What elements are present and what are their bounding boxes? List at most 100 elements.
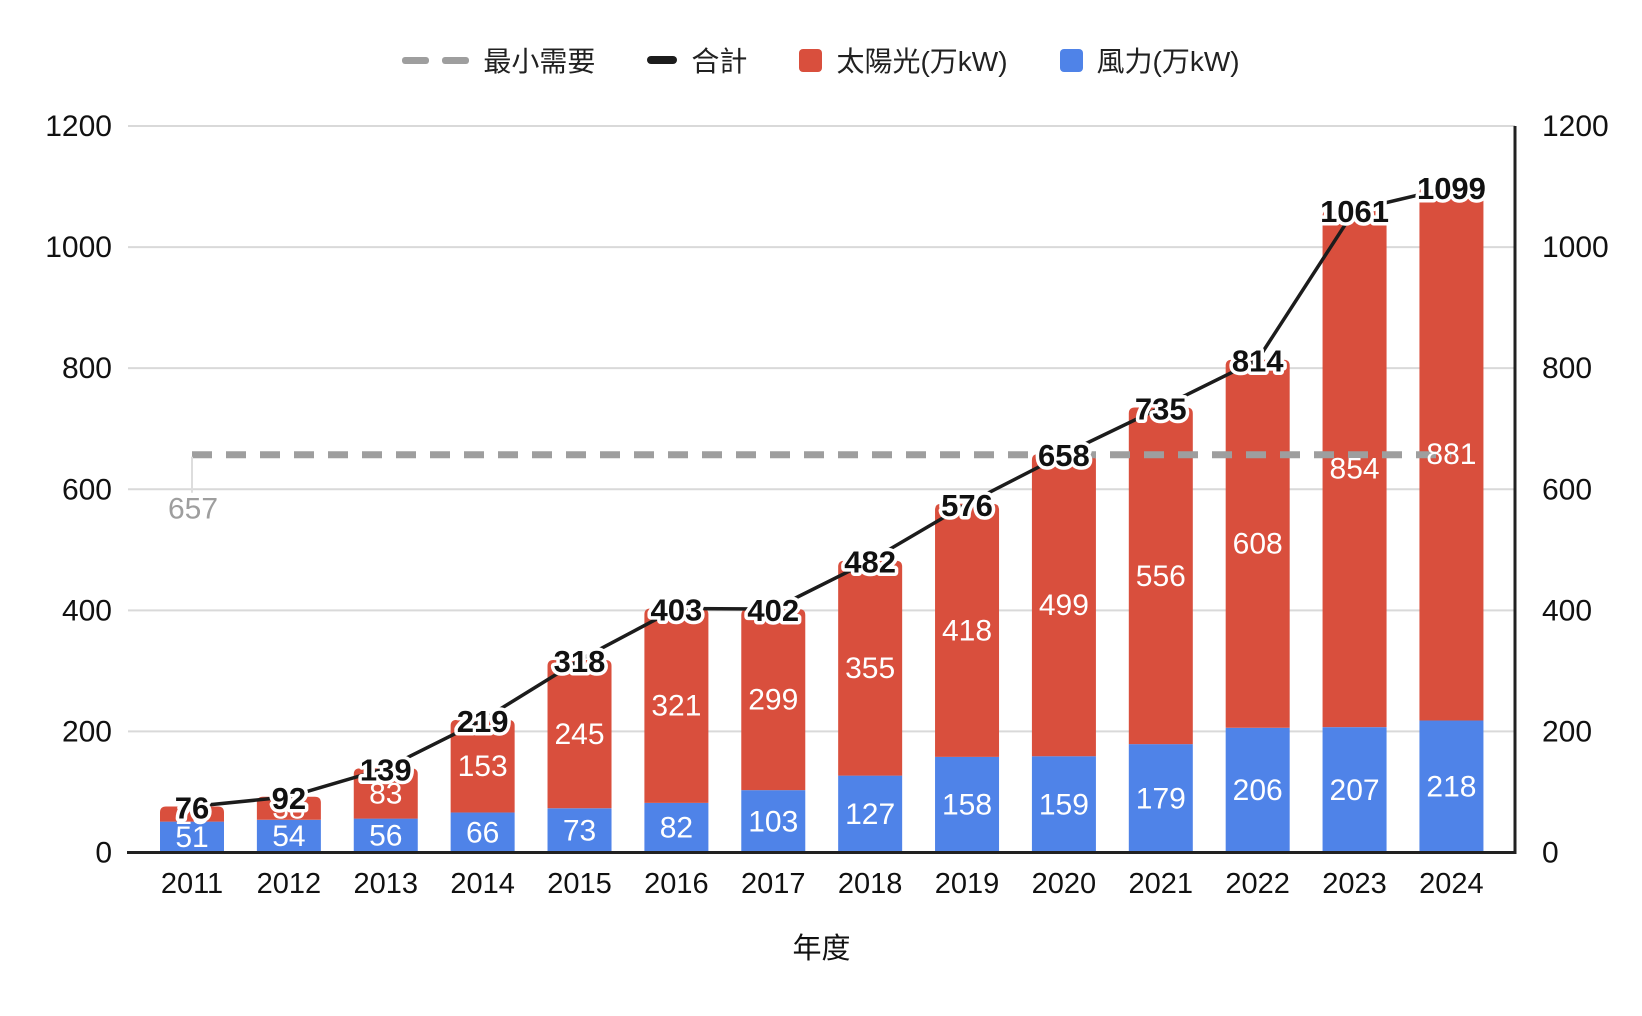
solar-swatch-icon [799,48,823,72]
bar-solar-2012 [256,796,321,820]
total-value-label: 219 [457,704,509,739]
total-value-label: 658 [1038,438,1090,473]
solar-value-label: 245 [554,718,604,751]
bar-wind-2024 [1419,720,1484,853]
wind-value-label: 103 [748,805,798,838]
total-value-label: 76 [175,790,209,825]
legend-label-min-demand: 最小需要 [483,46,596,77]
dashed-line-swatch-icon [402,56,470,64]
wind-value-label: 127 [845,798,895,831]
bar-wind-2016 [644,802,709,853]
right-axis-tick-label: 800 [1542,352,1592,385]
solar-value-label: 854 [1330,453,1380,486]
wind-value-label: 218 [1426,771,1476,804]
total-value-label: 576 [941,488,993,523]
bar-wind-2012 [256,819,321,853]
line-swatch-icon [647,56,678,64]
bar-solar-2021 [1128,407,1193,745]
right-axis-tick-label: 400 [1542,594,1592,627]
wind-value-label: 206 [1233,774,1283,807]
wind-value-label: 82 [660,812,693,845]
bar-wind-2018 [838,775,903,853]
x-tick-label: 2020 [1032,868,1097,900]
x-tick-label: 2014 [450,868,515,900]
left-axis-tick-label: 0 [95,837,112,870]
total-value-label: 139 [360,752,412,787]
left-axis-tick-label: 400 [62,594,112,627]
bar-solar-2013 [353,768,418,819]
chart-legend: 最小需要 合計 太陽光(万kW) 風力(万kW) [0,36,1642,84]
wind-value-label: 51 [175,821,208,854]
solar-value-label: 355 [845,652,895,685]
x-tick-label: 2021 [1129,868,1194,900]
legend-item-wind: 風力(万kW) [1059,40,1240,80]
solar-value-label: 499 [1039,589,1089,622]
solar-value-label: 418 [942,614,992,647]
bar-wind-2019 [935,756,1000,853]
legend-label-wind: 風力(万kW) [1096,46,1240,77]
bar-solar-2015 [547,659,612,809]
x-tick-label: 2019 [935,868,1000,900]
x-tick-label: 2011 [161,868,223,900]
wind-value-label: 158 [942,789,992,822]
bar-wind-2011 [160,821,224,853]
bar-solar-2019 [935,503,1000,757]
total-value-label: 482 [844,545,896,580]
bar-solar-2023 [1322,210,1387,728]
solar-value-label: 83 [369,777,402,810]
total-value-label: 735 [1135,392,1187,427]
total-line [190,185,1454,809]
x-axis-title: 年度 [792,932,850,965]
x-tick-label: 2016 [644,868,709,900]
solar-value-label: 38 [272,792,305,825]
wind-value-label: 66 [466,817,499,850]
x-tick-label: 2023 [1322,868,1387,900]
left-axis-tick-label: 800 [62,352,112,385]
left-axis-tick-label: 1000 [45,231,112,264]
bar-solar-2022 [1225,359,1290,728]
right-axis-tick-label: 200 [1542,715,1592,748]
total-value-label: 1061 [1320,194,1389,229]
x-tick-label: 2017 [741,868,806,900]
total-value-label: 403 [651,593,703,628]
bar-solar-2020 [1031,454,1096,757]
right-axis-tick-label: 0 [1542,837,1559,870]
wind-value-label: 179 [1136,782,1186,815]
left-axis-tick-label: 600 [62,473,112,506]
right-axis-tick-label: 1200 [1542,110,1609,143]
bar-solar-2016 [644,608,709,803]
x-tick-label: 2022 [1225,868,1290,900]
solar-value-label: 321 [651,690,701,723]
bar-wind-2022 [1225,727,1290,853]
bar-wind-2013 [353,818,418,853]
wind-value-label: 207 [1330,774,1380,807]
left-axis-tick-label: 200 [62,715,112,748]
x-tick-label: 2012 [257,868,322,900]
bar-solar-2018 [838,560,903,776]
solar-value-label: 881 [1426,438,1476,471]
right-axis-tick-label: 1000 [1542,231,1609,264]
x-tick-label: 2015 [547,868,612,900]
left-axis-tick-label: 1200 [45,110,112,143]
solar-value-label: 25 [175,798,208,831]
x-tick-label: 2018 [838,868,903,900]
total-value-label: 814 [1232,344,1284,379]
total-value-label: 1099 [1417,171,1486,206]
wind-value-label: 159 [1039,788,1089,821]
legend-item-solar: 太陽光(万kW) [799,40,1008,80]
bar-solar-2014 [450,719,515,813]
wind-value-label: 56 [369,820,402,853]
total-value-label: 92 [272,781,306,816]
total-value-label: 402 [747,593,799,628]
bar-wind-2020 [1031,756,1096,853]
min-demand-value-label: 657 [168,493,218,526]
solar-value-label: 153 [458,750,508,783]
bar-wind-2017 [741,790,806,853]
legend-item-min-demand: 最小需要 [402,40,595,80]
bar-wind-2023 [1322,727,1387,853]
wind-value-label: 73 [563,814,596,847]
bar-wind-2014 [450,812,515,853]
x-tick-label: 2024 [1419,868,1484,900]
